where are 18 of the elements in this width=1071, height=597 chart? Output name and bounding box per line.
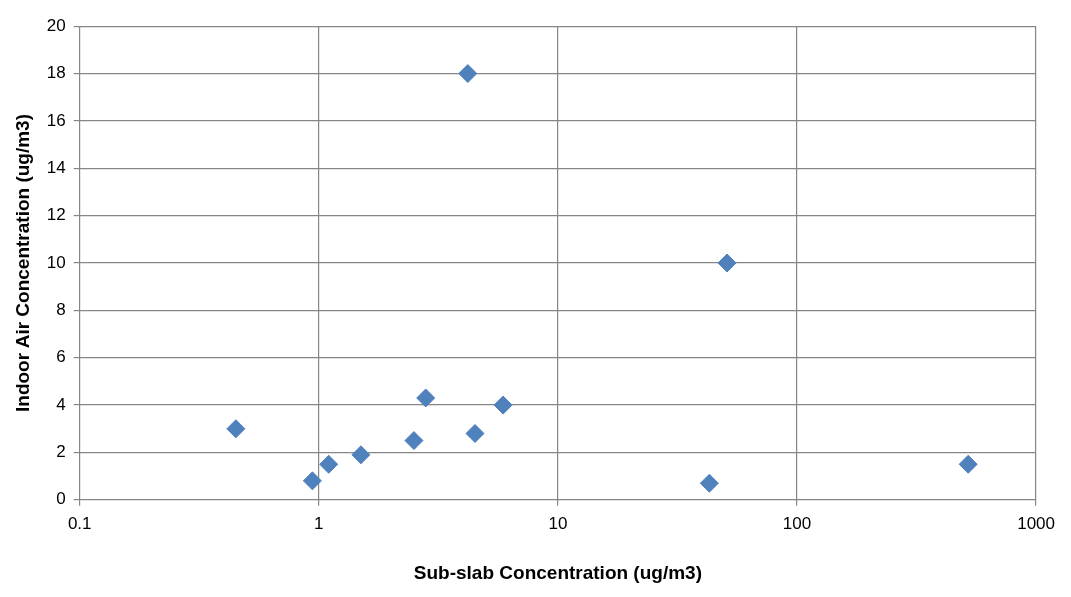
y-tick-label: 12 — [46, 205, 66, 225]
y-tick-label: 18 — [46, 63, 66, 83]
x-tick-label: 10 — [548, 513, 568, 533]
x-tick-label: 1000 — [1017, 513, 1055, 533]
y-tick-label: 8 — [56, 300, 66, 320]
x-axis-title: Sub-slab Concentration (ug/m3) — [413, 561, 702, 583]
x-tick-label: 100 — [782, 513, 812, 533]
y-axis-title: Indoor Air Concentration (ug/m3) — [11, 113, 33, 413]
y-tick-label: 14 — [46, 157, 66, 177]
x-tick-label: 1 — [314, 513, 324, 533]
y-tick-label: 10 — [46, 252, 66, 272]
y-tick-label: 4 — [56, 394, 66, 414]
y-tick-label: 20 — [46, 15, 66, 35]
y-tick-label: 2 — [56, 442, 66, 462]
y-tick-label: 0 — [56, 489, 66, 509]
x-tick-label: 0.1 — [67, 513, 92, 533]
y-tick-label: 6 — [56, 347, 66, 367]
y-tick-label: 16 — [46, 110, 66, 130]
